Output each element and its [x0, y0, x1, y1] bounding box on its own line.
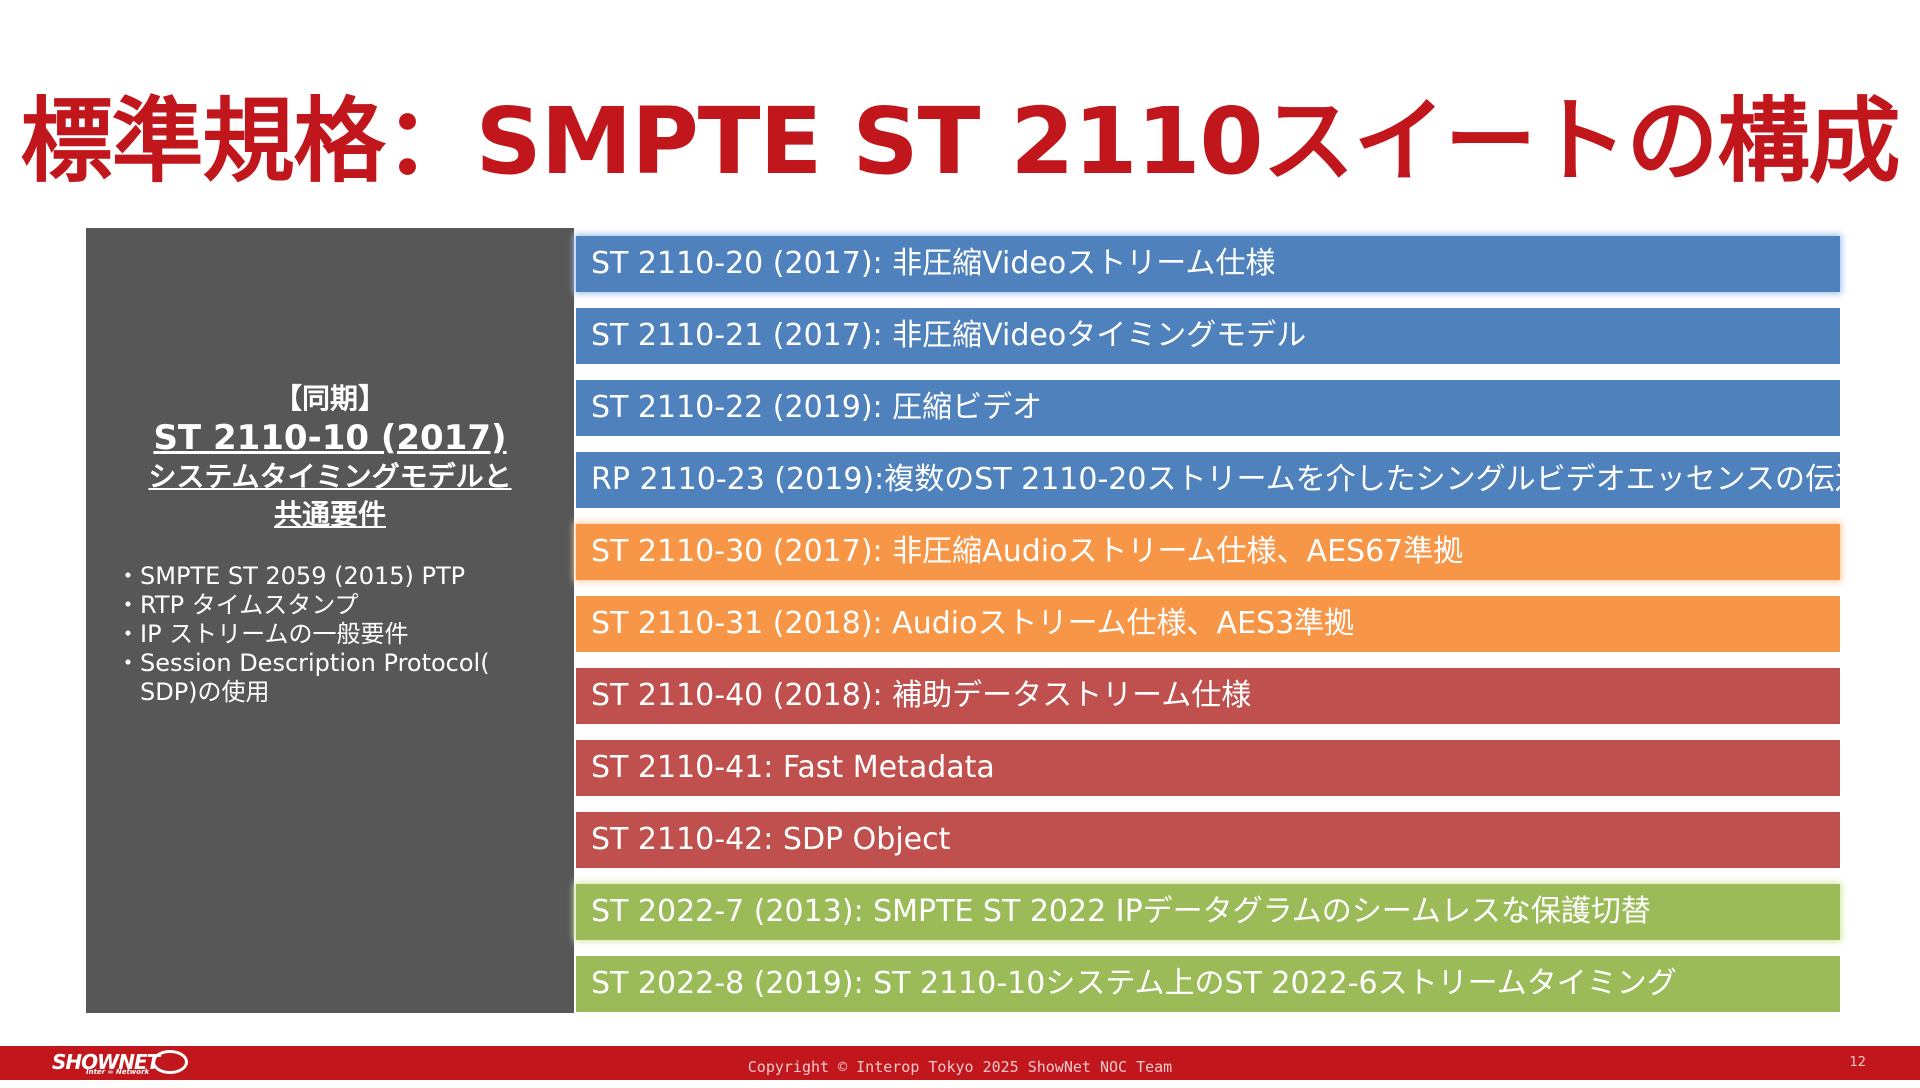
standard-row-2110-20: ST 2110-20 (2017): 非圧縮Videoストリーム仕様 — [576, 236, 1840, 292]
sync-heading-category: 【同期】 — [273, 382, 386, 415]
list-item: ・SMPTE ST 2059 (2015) PTP — [116, 562, 466, 590]
standard-row-2110-41: ST 2110-41: Fast Metadata — [576, 740, 1840, 796]
list-item: ・IP ストリームの一般要件 — [116, 620, 409, 648]
standard-row-2110-42: ST 2110-42: SDP Object — [576, 812, 1840, 868]
logo-subtext: Inter ∞ Network — [86, 1068, 150, 1076]
standard-row-2110-30: ST 2110-30 (2017): 非圧縮Audioストリーム仕様、AES67… — [576, 524, 1840, 580]
standard-row-2022-7: ST 2022-7 (2013): SMPTE ST 2022 IPデータグラム… — [576, 884, 1840, 940]
standard-row-2110-21: ST 2110-21 (2017): 非圧縮Videoタイミングモデル — [576, 308, 1840, 364]
logo-text: SHOWNET — [52, 1050, 160, 1074]
sync-heading-standard: ST 2110-10 (2017) — [153, 418, 507, 458]
copyright-text: Copyright © Interop Tokyo 2025 ShowNet N… — [747, 1058, 1173, 1076]
sync-panel: 【同期】 ST 2110-10 (2017) システムタイミングモデルと 共通要… — [86, 228, 574, 1013]
list-item: ・RTP タイムスタンプ — [116, 591, 359, 619]
sync-requirements-list: ・SMPTE ST 2059 (2015) PTP ・RTP タイムスタンプ ・… — [116, 562, 556, 707]
standard-row-2110-23: RP 2110-23 (2019):複数のST 2110-20ストリームを介した… — [576, 452, 1840, 508]
standard-row-2110-40: ST 2110-40 (2018): 補助データストリーム仕様 — [576, 668, 1840, 724]
sync-heading: 【同期】 ST 2110-10 (2017) システムタイミングモデルと 共通要… — [86, 380, 574, 534]
sync-heading-desc-1: システムタイミングモデルと — [148, 460, 512, 493]
slide-title: 標準規格：SMPTE ST 2110スイートの構成 — [20, 88, 1901, 195]
list-item: SDP)の使用 — [116, 678, 270, 706]
list-item: ・Session Description Protocol( — [116, 649, 490, 677]
sync-heading-desc-2: 共通要件 — [273, 498, 386, 531]
footer-bar: Copyright © Interop Tokyo 2025 ShowNet N… — [0, 1046, 1920, 1080]
shownet-logo: SHOWNET Inter ∞ Network — [52, 1050, 188, 1076]
standard-row-2110-31: ST 2110-31 (2018): Audioストリーム仕様、AES3準拠 — [576, 596, 1840, 652]
page-number: 12 — [1849, 1055, 1866, 1070]
standard-row-2110-22: ST 2110-22 (2019): 圧縮ビデオ — [576, 380, 1840, 436]
standard-row-2022-8: ST 2022-8 (2019): ST 2110-10システム上のST 202… — [576, 956, 1840, 1012]
logo-ring-icon — [152, 1050, 188, 1074]
